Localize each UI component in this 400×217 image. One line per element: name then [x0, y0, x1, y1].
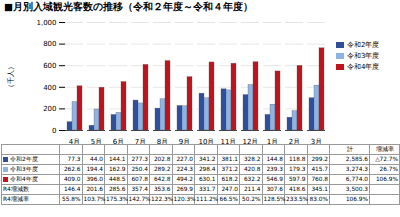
html-text:■月別入域観光客数の推移（令和２年度～令和４年度）: ■月別入域観光客数の推移（令和２年度～令和４年度）: [4, 1, 253, 12]
html-text:345.1: 345.1: [311, 186, 328, 192]
html-text:277.3: 277.3: [131, 156, 148, 162]
svg-text:200: 200: [43, 105, 56, 113]
html-text:448.5: 448.5: [108, 176, 126, 182]
svg-text:7月: 7月: [135, 138, 146, 144]
html-text:607.8: 607.8: [131, 176, 148, 182]
html-text:341.2: 341.2: [198, 156, 216, 162]
html-text:146.4: 146.4: [63, 186, 81, 192]
html-text:396.0: 396.0: [86, 176, 103, 182]
html-text:令和2年度: 令和2年度: [347, 41, 380, 49]
html-text:285.6: 285.6: [108, 186, 126, 192]
html-text:201.6: 201.6: [86, 186, 103, 192]
html-text:597.9: 597.9: [288, 176, 306, 182]
html-text:224.3: 224.3: [176, 166, 193, 172]
svg-text:1月: 1月: [267, 138, 278, 144]
html-text:R4増減数: R4増減数: [3, 186, 29, 192]
html-text:546.9: 546.9: [266, 176, 283, 182]
svg-text:800: 800: [43, 40, 56, 48]
html-text:328.2: 328.2: [243, 156, 261, 162]
svg-text:11月: 11月: [221, 138, 237, 144]
html-text:494.2: 494.2: [176, 176, 193, 182]
html-text:162.9: 162.9: [108, 166, 126, 172]
svg-text:6月: 6月: [113, 138, 124, 144]
html-text:307.6: 307.6: [266, 186, 283, 192]
html-text:44.0: 44.0: [90, 156, 103, 162]
html-text:令和3年度: 令和3年度: [10, 166, 38, 172]
html-text:令和2年度: 令和2年度: [10, 156, 38, 162]
html-text:77.3: 77.3: [67, 156, 81, 162]
html-text:331.7: 331.7: [198, 186, 216, 192]
html-text:299.2: 299.2: [311, 156, 328, 162]
svg-text:9月: 9月: [179, 138, 190, 144]
html-text:26.7%: 26.7%: [379, 166, 398, 172]
html-text:179.3: 179.3: [288, 166, 306, 172]
html-text:298.4: 298.4: [198, 166, 216, 172]
svg-text:0: 0: [52, 127, 56, 135]
svg-text:10月: 10月: [199, 138, 215, 144]
html-text:381.1: 381.1: [221, 156, 238, 162]
svg-text:3月: 3月: [311, 138, 322, 144]
html-text:239.3: 239.3: [266, 166, 283, 172]
html-text:増減率: 増減率: [375, 146, 394, 152]
html-text:6,774.0: 6,774.0: [345, 176, 368, 182]
html-text:3,500.3: 3,500.3: [345, 186, 368, 192]
html-text:2,585.6: 2,585.6: [345, 156, 368, 162]
html-text:3,274.3: 3,274.3: [345, 166, 368, 172]
svg-text:400: 400: [43, 84, 56, 92]
html-text:618.2: 618.2: [221, 176, 238, 182]
html-text:420.8: 420.8: [243, 166, 261, 172]
svg-text:8月: 8月: [157, 138, 168, 144]
html-text:630.1: 630.1: [198, 176, 216, 182]
html-text:247.0: 247.0: [221, 186, 238, 192]
html-text:令和3年度: 令和3年度: [347, 52, 380, 60]
svg-text:1,000: 1,000: [36, 19, 56, 27]
html-text:353.6: 353.6: [153, 186, 171, 192]
html-text:144.8: 144.8: [266, 156, 283, 162]
svg-text:4月: 4月: [69, 138, 80, 144]
html-text:632.2: 632.2: [243, 176, 261, 182]
html-text:409.0: 409.0: [63, 176, 81, 182]
html-text:202.8: 202.8: [153, 156, 171, 162]
html-text:371.2: 371.2: [221, 166, 238, 172]
html-text:194.4: 194.4: [86, 166, 103, 172]
html-text:118.8: 118.8: [288, 156, 306, 162]
html-text:415.7: 415.7: [311, 166, 328, 172]
html-text:R4増減率: R4増減率: [3, 196, 29, 202]
html-text:106.9%: 106.9%: [345, 196, 368, 202]
svg-text:（千人）: （千人）: [7, 63, 15, 91]
html-text:令和4年度: 令和4年度: [347, 63, 380, 71]
html-text:262.6: 262.6: [63, 166, 81, 172]
html-text:令和4年度: 令和4年度: [10, 176, 38, 182]
html-text:227.0: 227.0: [176, 156, 193, 162]
svg-text:5月: 5月: [91, 138, 102, 144]
html-text:418.6: 418.6: [288, 186, 306, 192]
html-text:55.8% 103.7% 175.3% 142.7% 122: 55.8% 103.7% 175.3% 142.7% 122.3% 120.3%…: [62, 196, 238, 202]
html-text:50.2% 128.5% 233.5% 83.0%: 50.2% 128.5% 233.5% 83.0%: [242, 196, 328, 202]
html-text:144.1: 144.1: [108, 156, 126, 162]
html-text:計: 計: [346, 146, 353, 152]
html-text:△72.7%: △72.7%: [375, 156, 398, 162]
html-text:760.8: 760.8: [311, 176, 328, 182]
html-text:106.9%: 106.9%: [375, 176, 398, 182]
html-text:357.4: 357.4: [131, 186, 148, 192]
html-text:211.4: 211.4: [243, 186, 261, 192]
svg-text:600: 600: [43, 62, 56, 70]
html-text:289.2: 289.2: [153, 166, 171, 172]
svg-text:2月: 2月: [289, 138, 300, 144]
html-text:250.4: 250.4: [131, 166, 148, 172]
html-text:642.8: 642.8: [153, 176, 171, 182]
svg-text:12月: 12月: [243, 138, 259, 144]
html-text:269.9: 269.9: [176, 186, 193, 192]
